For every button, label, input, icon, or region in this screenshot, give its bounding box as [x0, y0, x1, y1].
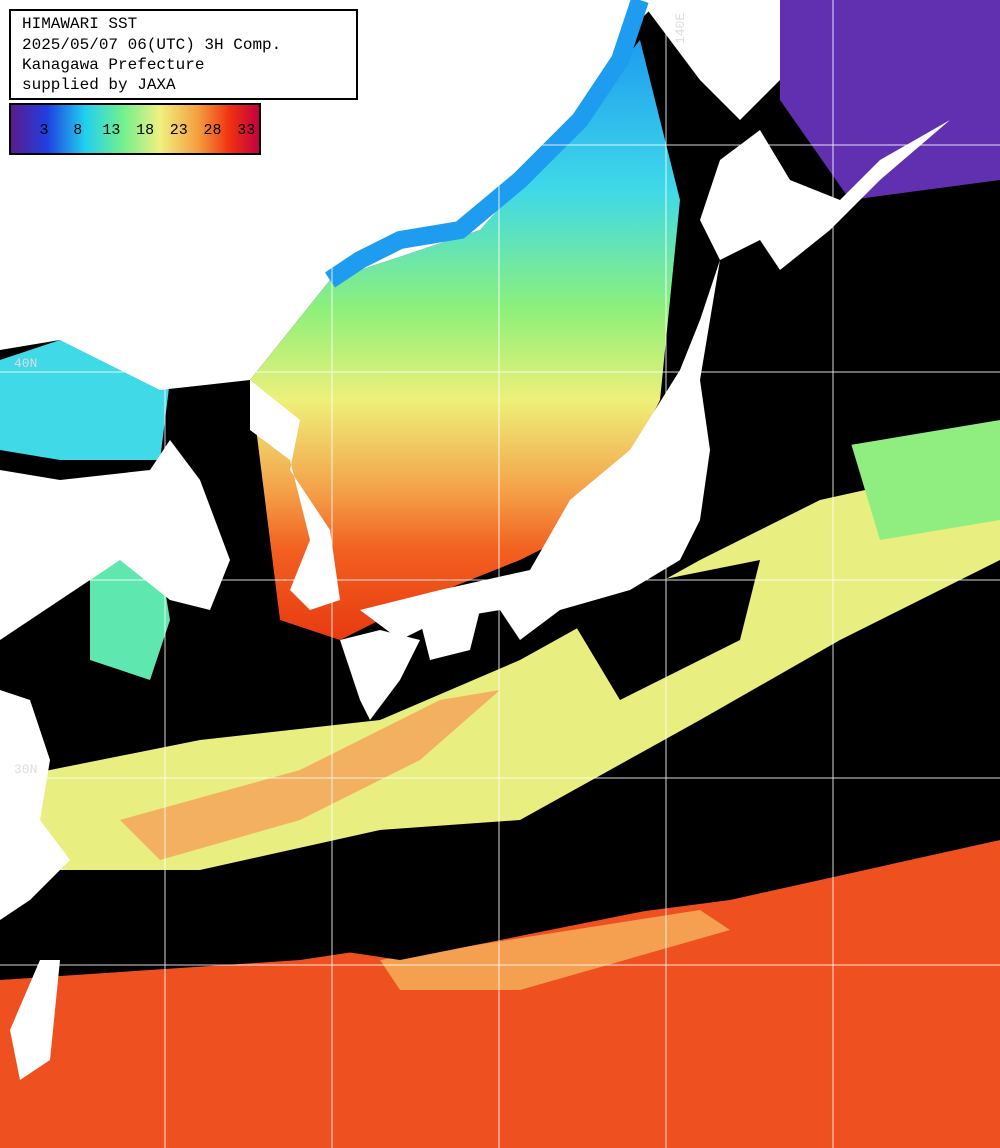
colorbar-label: 8 [73, 122, 82, 139]
colorbar-label: 28 [203, 122, 221, 139]
header-line: 2025/05/07 06(UTC) 3H Comp. [22, 36, 281, 54]
header-line: HIMAWARI SST [22, 15, 137, 33]
colorbar-label: 13 [102, 122, 120, 139]
colorbar-label: 33 [237, 122, 255, 139]
header: HIMAWARI SST 2025/05/07 06(UTC) 3H Comp.… [22, 15, 281, 94]
header-line: Kanagawa Prefecture [22, 56, 204, 74]
colorbar-label: 18 [136, 122, 154, 139]
header-box [9, 9, 358, 100]
colorbar [9, 103, 261, 155]
grid-label: 140E [673, 13, 688, 44]
coastal-sea [325, 0, 649, 288]
grid-label: 30N [14, 762, 37, 777]
grid-label: 40N [14, 356, 37, 371]
colorbar-label: 23 [170, 122, 188, 139]
colorbar-label: 3 [39, 122, 48, 139]
header-line: supplied by JAXA [22, 76, 176, 94]
colorbar-labels: 3 8 13 18 23 28 33 [39, 122, 255, 139]
